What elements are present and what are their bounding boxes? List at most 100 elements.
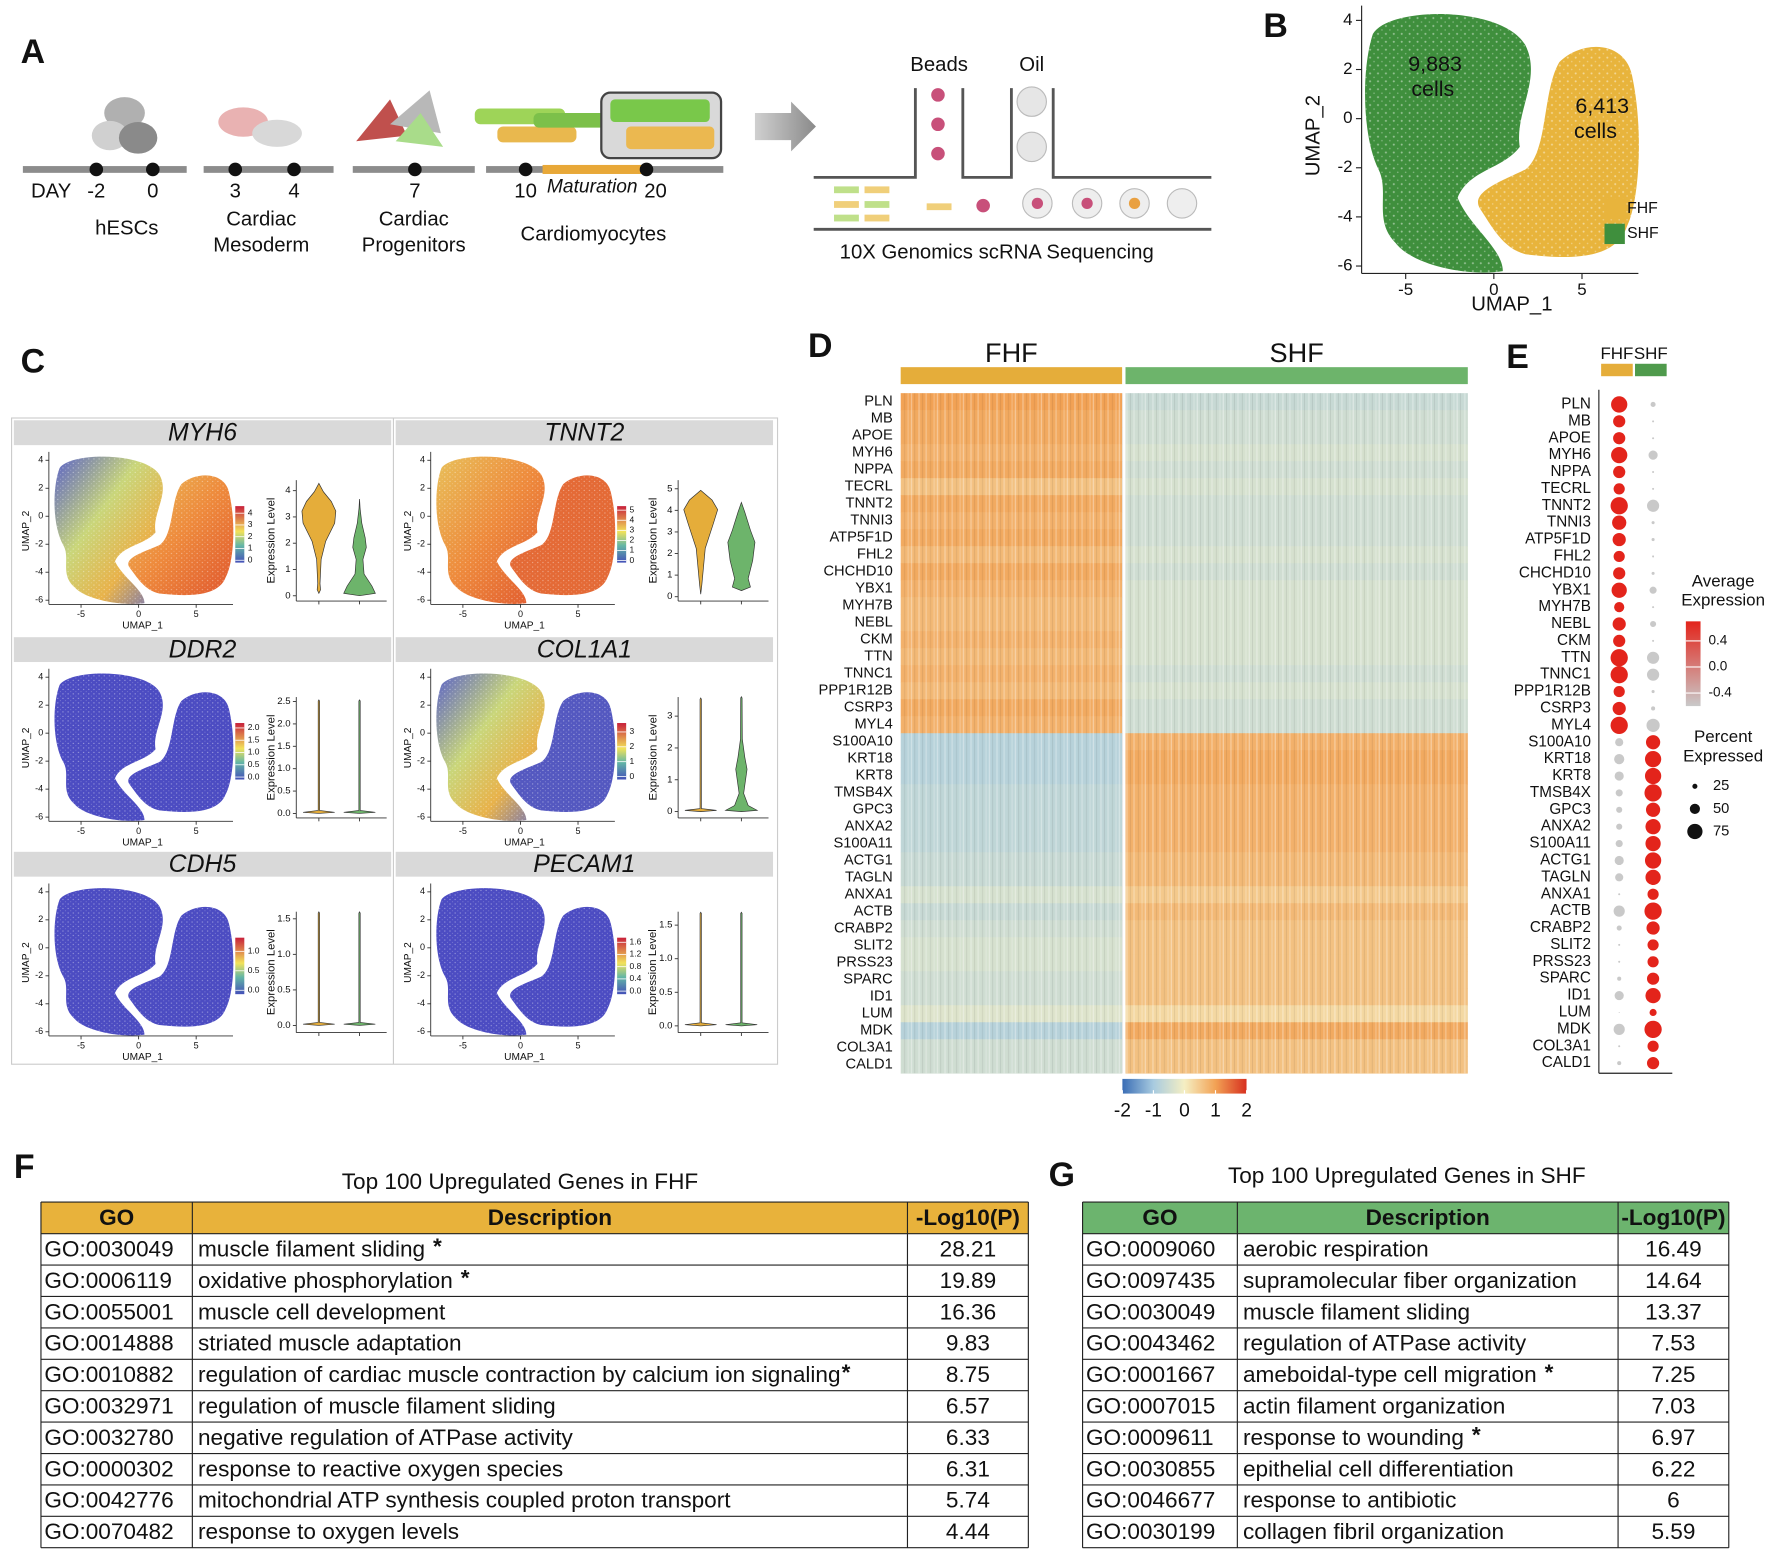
x-tick-label: 0 xyxy=(136,826,141,836)
dot xyxy=(1652,639,1655,642)
violin xyxy=(303,699,335,814)
violin-axis-label: Expression Level xyxy=(265,929,277,1015)
legend-title: Expression xyxy=(1681,590,1765,609)
go-id: GO:0042776 xyxy=(44,1488,173,1513)
timeline-bar xyxy=(203,166,334,173)
gene-label: APOE xyxy=(1549,429,1591,446)
x-tick-label: -5 xyxy=(77,1041,85,1051)
colorbar-label: 3 xyxy=(630,726,635,736)
gene-label: TMSB4X xyxy=(1530,784,1591,801)
gene-label: SLIT2 xyxy=(854,938,893,954)
gene-label: SPARC xyxy=(1540,970,1591,987)
gene-label: CHCHD10 xyxy=(823,564,892,580)
dot xyxy=(1647,888,1659,900)
significance-flag: * xyxy=(1472,1423,1481,1448)
panel-letter: D xyxy=(808,327,832,365)
gene-label: MYH6 xyxy=(1549,446,1591,463)
gene-label: MDK xyxy=(860,1023,893,1039)
dot xyxy=(1611,396,1628,413)
gene-label: SLIT2 xyxy=(1550,936,1591,953)
y-tick-label: 0 xyxy=(420,942,425,952)
y-tick-label: 2 xyxy=(38,914,43,924)
dot xyxy=(1644,902,1662,920)
go-id: GO:0010882 xyxy=(44,1362,173,1387)
stage-label: Cardiac xyxy=(379,209,449,231)
violin xyxy=(343,498,376,597)
gene-label: ANXA2 xyxy=(1541,818,1591,835)
colorbar xyxy=(235,506,245,563)
dot xyxy=(1614,602,1625,613)
violin-tick-label: 1 xyxy=(285,564,290,575)
log-p-value: 28.21 xyxy=(940,1236,997,1261)
dot xyxy=(1644,1020,1662,1039)
day-number: 20 xyxy=(644,180,667,202)
cell-count: cells xyxy=(1411,77,1454,101)
colorbar-label: 0.0 xyxy=(248,985,260,995)
oil-label: Oil xyxy=(1019,54,1044,76)
dot xyxy=(1615,789,1623,797)
cell-count: 9,883 xyxy=(1408,52,1462,76)
size-key xyxy=(1689,803,1700,814)
day-number: 4 xyxy=(288,180,299,202)
violin-tick-label: 1.0 xyxy=(659,953,672,964)
log-p-value: 5.74 xyxy=(946,1488,990,1513)
avg-colorbar xyxy=(1685,621,1701,707)
go-description: muscle filament sliding xyxy=(1243,1299,1470,1324)
gene-label: MYH7B xyxy=(1538,598,1591,615)
y-tick-label: 2 xyxy=(1343,59,1352,78)
colorbar-label: 1.0 xyxy=(248,946,260,956)
dot xyxy=(1652,437,1655,440)
gene-label: TECRL xyxy=(1541,480,1591,497)
gene-label: MDK xyxy=(1557,1020,1591,1037)
panel-letter: C xyxy=(21,343,45,381)
x-tick-label: 0 xyxy=(136,1041,141,1051)
panel-letter: B xyxy=(1263,7,1287,45)
go-id: GO:0014888 xyxy=(44,1331,173,1356)
colorbar-label: -2 xyxy=(1114,1101,1131,1122)
y-tick-label: 0 xyxy=(1343,108,1352,127)
size-key-label: 75 xyxy=(1713,823,1729,839)
dot xyxy=(1613,550,1625,563)
go-description: muscle filament sliding xyxy=(198,1236,425,1261)
group-bar xyxy=(1601,363,1633,377)
y-axis-label: UMAP_2 xyxy=(403,510,414,551)
log-p-value: 6.57 xyxy=(946,1394,990,1419)
go-description: striated muscle adaptation xyxy=(198,1331,462,1356)
y-tick-label: 4 xyxy=(420,886,425,896)
go-description: regulation of cardiac muscle contraction… xyxy=(198,1362,841,1387)
day-dot xyxy=(639,162,654,177)
gene-title: DDR2 xyxy=(169,636,237,663)
violin xyxy=(683,489,719,595)
dot xyxy=(1651,521,1655,525)
log-p-value: 5.59 xyxy=(1651,1519,1695,1544)
gene-label: ANXA1 xyxy=(1541,885,1591,902)
x-tick-label: -5 xyxy=(1398,280,1413,299)
gene-label: ATP5F1D xyxy=(829,530,892,546)
gene-label: ID1 xyxy=(870,989,893,1005)
dot xyxy=(1612,532,1626,547)
violin-tick-label: 1.0 xyxy=(277,949,290,960)
gene-label: MYH7B xyxy=(842,598,893,614)
x-axis-label: UMAP_1 xyxy=(122,621,163,632)
colorbar-label: 2 xyxy=(630,535,635,545)
dot xyxy=(1611,446,1628,464)
violin xyxy=(684,697,717,812)
dot xyxy=(1650,620,1657,628)
dot xyxy=(1646,718,1660,732)
gene-title: CDH5 xyxy=(169,851,237,878)
table-title: Top 100 Upregulated Genes in SHF xyxy=(1228,1163,1586,1188)
dot xyxy=(1614,855,1624,866)
gene-label: TMSB4X xyxy=(834,785,893,801)
violin-tick-label: 3 xyxy=(667,711,672,722)
x-tick-label: -5 xyxy=(459,1041,467,1051)
dot xyxy=(1646,921,1660,935)
dot xyxy=(1650,401,1656,407)
legend-label: FHF xyxy=(1627,200,1658,217)
dot xyxy=(1616,806,1623,813)
dot xyxy=(1612,617,1626,631)
panel-header xyxy=(13,851,392,877)
heat-texture xyxy=(900,393,1468,1074)
dot xyxy=(1644,767,1662,785)
violin-tick-label: 2.0 xyxy=(277,718,290,729)
